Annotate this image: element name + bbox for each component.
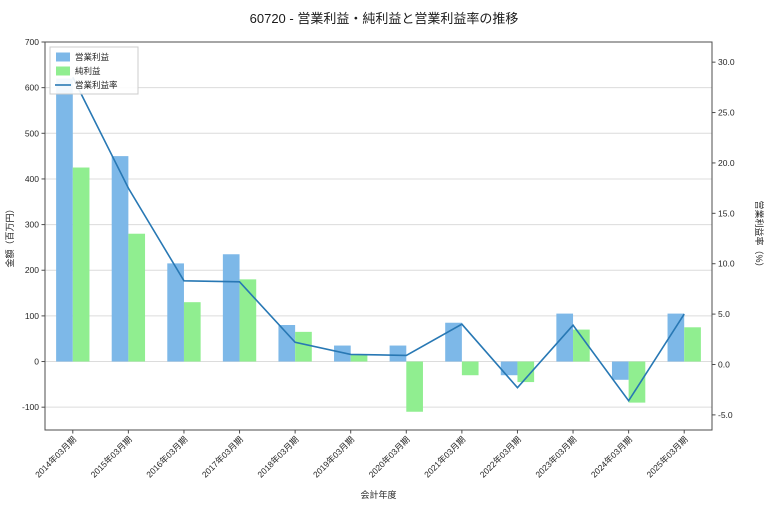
y-tick-label-left: 200	[25, 265, 39, 275]
bar-net-profit	[628, 361, 646, 403]
legend-swatch-net-profit	[56, 66, 70, 76]
x-tick-label: 2019年03月期	[311, 434, 356, 479]
bar-net-profit	[573, 329, 590, 362]
bar-operating-profit	[667, 313, 685, 362]
bar-operating-profit	[500, 361, 518, 376]
chart-title: 60720 - 営業利益・純利益と営業利益率の推移	[249, 11, 519, 26]
y-tick-label-right: 15.0	[718, 208, 735, 218]
x-tick-label: 2020年03月期	[367, 434, 412, 479]
y-tick-label-right: 25.0	[718, 108, 735, 118]
bar-operating-profit	[445, 322, 462, 362]
y-tick-label-left: 400	[25, 174, 39, 184]
bar-operating-profit	[556, 313, 574, 362]
bar-operating-profit	[389, 345, 407, 362]
y-tick-label-right: 20.0	[718, 158, 735, 168]
line-operating-margin	[72, 76, 685, 403]
y-tick-label-left: 100	[25, 311, 39, 321]
x-tick-label: 2015年03月期	[89, 434, 134, 479]
bar-operating-profit	[611, 361, 629, 380]
bar-operating-profit	[222, 254, 240, 362]
y-axis-right-ticks: -5.0 0.0 5.0 10.0 15.0 20.0 25.0 30.0	[712, 57, 735, 420]
x-tick-label: 2023年03月期	[533, 434, 578, 479]
bar-net-profit	[183, 302, 201, 362]
y-tick-label-left: 0	[34, 357, 39, 367]
x-tick-label: 2024年03月期	[589, 434, 634, 479]
y-tick-label-right: 10.0	[718, 259, 735, 269]
bar-net-profit	[684, 327, 701, 362]
bar-net-profit	[350, 354, 368, 362]
x-axis-ticks: 2014年03月期 2015年03月期 2016年03月期 2017年03月期 2018…	[33, 430, 690, 480]
bars-net-profit	[72, 167, 701, 412]
y-tick-label-right: 0.0	[718, 359, 730, 369]
y-tick-label-left: 600	[25, 83, 39, 93]
bar-net-profit	[406, 361, 423, 412]
legend-label-net-profit: 純利益	[75, 66, 101, 76]
bar-operating-profit	[111, 156, 129, 362]
plot-frame	[44, 41, 713, 431]
y-tick-label-right: 5.0	[718, 309, 730, 319]
bar-operating-profit	[56, 78, 73, 362]
y-tick-label-left: 700	[25, 37, 39, 47]
y-tick-label-right: -5.0	[718, 410, 733, 420]
x-tick-label: 2018年03月期	[255, 434, 300, 479]
y-axis-label-left: 金額（百万円）	[4, 204, 15, 267]
bar-operating-profit	[167, 263, 184, 362]
x-tick-label: 2016年03月期	[144, 434, 189, 479]
x-axis-label: 会計年度	[360, 489, 396, 500]
y-tick-label-left: 500	[25, 128, 39, 138]
bar-operating-profit	[334, 345, 351, 362]
x-tick-label: 2021年03月期	[422, 434, 467, 479]
x-tick-label: 2017年03月期	[200, 434, 245, 479]
legend-label-operating-margin: 営業利益率	[75, 80, 118, 90]
bar-operating-profit	[278, 325, 296, 362]
bar-net-profit	[72, 167, 90, 362]
bar-net-profit	[128, 233, 146, 362]
y-axis-label-right: 営業利益率（%）	[754, 200, 765, 271]
bar-net-profit	[461, 361, 479, 376]
bar-net-profit	[517, 361, 535, 383]
bar-net-profit	[295, 331, 312, 362]
legend-swatch-operating-profit	[56, 52, 70, 62]
x-tick-label: 2025年03月期	[644, 434, 689, 479]
y-axis-left-ticks: -100 0 100 200 300 400 500 600 700	[22, 37, 45, 412]
bars-operating-profit	[56, 78, 685, 380]
y-tick-label-left: 300	[25, 220, 39, 230]
y-tick-label-left: -100	[22, 402, 39, 412]
bar-net-profit	[239, 279, 257, 362]
legend-label-operating-profit: 営業利益	[75, 52, 110, 62]
y-tick-label-right: 30.0	[718, 57, 735, 67]
x-tick-label: 2014年03月期	[33, 434, 78, 479]
x-tick-label: 2022年03月期	[478, 434, 523, 479]
